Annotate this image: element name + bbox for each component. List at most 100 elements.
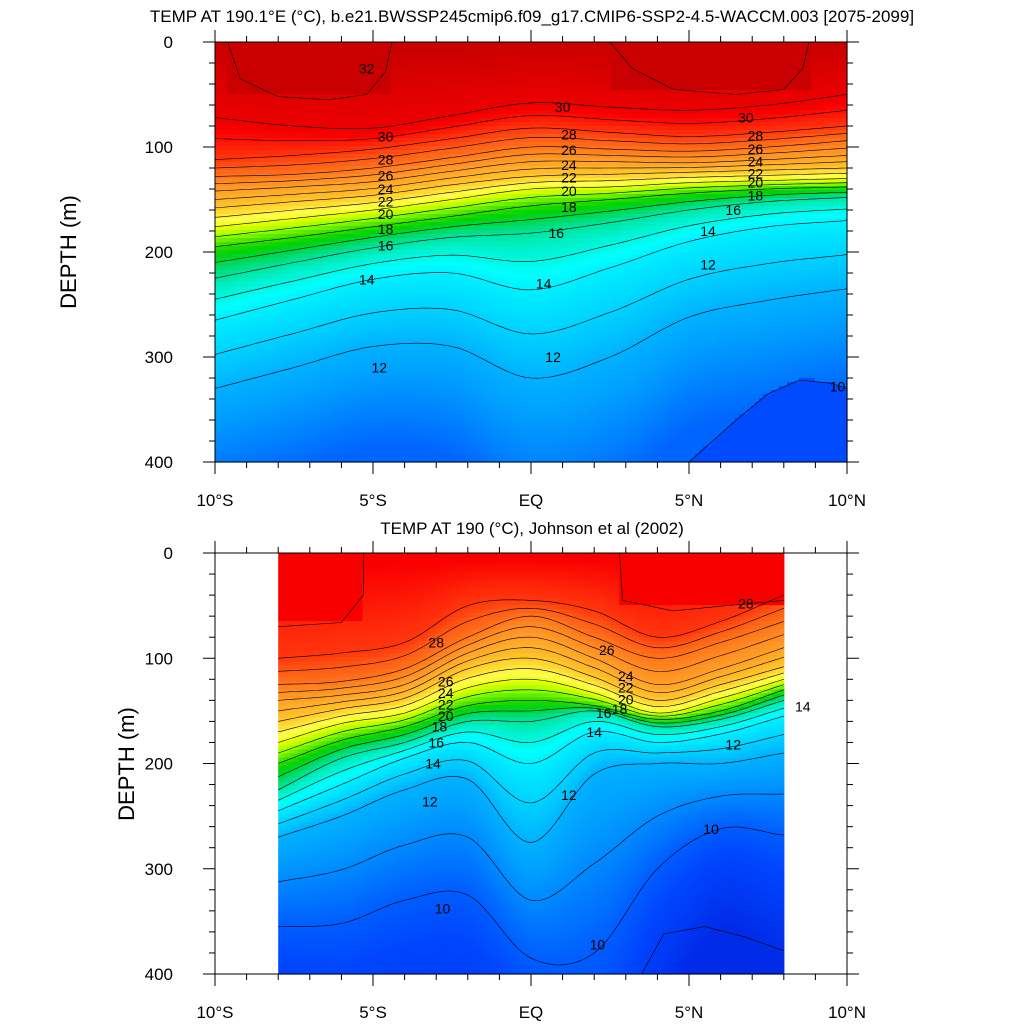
temperature-cell	[303, 298, 308, 303]
temperature-cell	[283, 382, 288, 387]
temperature-cell	[307, 226, 312, 231]
temperature-cell	[399, 218, 404, 223]
temperature-cell	[307, 114, 312, 119]
temperature-cell	[299, 194, 304, 199]
temperature-cell	[395, 338, 400, 343]
temperature-cell	[323, 310, 328, 315]
temperature-cell	[327, 310, 332, 315]
temperature-cell	[283, 214, 288, 219]
temperature-cell	[299, 198, 304, 203]
temperature-cell	[399, 266, 404, 271]
temperature-cell	[299, 350, 304, 355]
temperature-cell	[383, 430, 388, 435]
temperature-cell	[343, 118, 348, 123]
temperature-cell	[399, 282, 404, 287]
temperature-cell	[239, 354, 244, 359]
temperature-cell	[399, 286, 404, 291]
temperature-cell	[227, 98, 232, 103]
temperature-cell	[399, 130, 404, 135]
temperature-cell	[291, 102, 296, 107]
temperature-cell	[371, 334, 376, 339]
temperature-cell	[251, 298, 256, 303]
temperature-cell	[331, 262, 336, 267]
temperature-cell	[291, 158, 296, 163]
temperature-cell	[303, 118, 308, 123]
temperature-cell	[259, 54, 264, 59]
temperature-cell	[311, 438, 316, 443]
temperature-cell	[299, 66, 304, 71]
temperature-cell	[399, 62, 404, 67]
temperature-cell	[279, 102, 284, 107]
temperature-cell	[247, 58, 252, 63]
temperature-cell	[303, 218, 308, 223]
temperature-cell	[371, 110, 376, 115]
temperature-cell	[363, 322, 368, 327]
temperature-cell	[403, 46, 408, 51]
temperature-cell	[395, 122, 400, 127]
temperature-cell	[335, 50, 340, 55]
temperature-cell	[307, 430, 312, 435]
temperature-cell	[219, 438, 224, 443]
temperature-cell	[259, 322, 264, 327]
temperature-cell	[235, 146, 240, 151]
temperature-cell	[219, 290, 224, 295]
temperature-cell	[279, 266, 284, 271]
temperature-cell	[387, 410, 392, 415]
temperature-cell	[255, 406, 260, 411]
temperature-cell	[307, 50, 312, 55]
temperature-cell	[319, 86, 324, 91]
temperature-cell	[287, 54, 292, 59]
temperature-cell	[299, 414, 304, 419]
temperature-cell	[215, 410, 220, 415]
temperature-cell	[219, 74, 224, 79]
temperature-cell	[215, 422, 220, 427]
temperature-cell	[295, 230, 300, 235]
temperature-cell	[247, 82, 252, 87]
temperature-cell	[367, 402, 372, 407]
temperature-cell	[291, 306, 296, 311]
temperature-cell	[271, 174, 276, 179]
temperature-cell	[327, 254, 332, 259]
temperature-cell	[235, 282, 240, 287]
temperature-cell	[279, 254, 284, 259]
temperature-cell	[359, 154, 364, 159]
temperature-cell	[247, 146, 252, 151]
temperature-cell	[263, 246, 268, 251]
temperature-cell	[247, 98, 252, 103]
temperature-cell	[391, 430, 396, 435]
temperature-cell	[379, 314, 384, 319]
temperature-cell	[355, 190, 360, 195]
temperature-cell	[263, 134, 268, 139]
temperature-cell	[239, 290, 244, 295]
temperature-cell	[335, 378, 340, 383]
temperature-cell	[231, 222, 236, 227]
temperature-cell	[215, 434, 220, 439]
temperature-cell	[311, 74, 316, 79]
temperature-cell	[255, 70, 260, 75]
temperature-cell	[383, 262, 388, 267]
temperature-cell	[367, 302, 372, 307]
temperature-cell	[299, 358, 304, 363]
temperature-cell	[291, 202, 296, 207]
temperature-cell	[263, 122, 268, 127]
temperature-cell	[259, 434, 264, 439]
temperature-cell	[363, 446, 368, 451]
temperature-cell	[315, 138, 320, 143]
temperature-cell	[375, 330, 380, 335]
temperature-field	[215, 42, 848, 463]
temperature-cell	[375, 298, 380, 303]
temperature-cell	[315, 118, 320, 123]
temperature-cell	[303, 58, 308, 63]
temperature-cell	[287, 274, 292, 279]
temperature-cell	[279, 62, 284, 67]
temperature-cell	[399, 302, 404, 307]
temperature-cell	[335, 282, 340, 287]
temperature-cell	[223, 386, 228, 391]
temperature-cell	[307, 234, 312, 239]
temperature-cell	[287, 62, 292, 67]
temperature-cell	[327, 398, 332, 403]
temperature-cell	[295, 238, 300, 243]
temperature-cell	[367, 386, 372, 391]
temperature-cell	[347, 398, 352, 403]
temperature-cell	[307, 90, 312, 95]
